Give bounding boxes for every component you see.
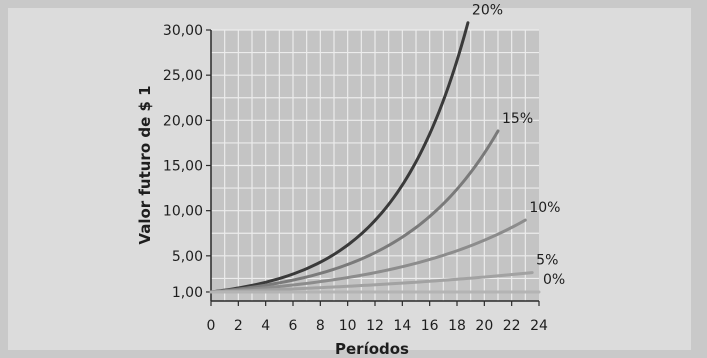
y-tick-label: 1,00 [172,285,203,301]
x-tick-label: 22 [503,318,521,334]
x-tick-label: 18 [448,318,466,334]
series-label: 10% [529,200,560,216]
y-tick-label: 20,00 [163,113,203,129]
y-tick-label: 10,00 [163,204,203,220]
axes [206,29,540,306]
series-line-15pct [209,129,500,294]
series-label: 15% [502,111,533,127]
x-tick-label: 14 [393,318,411,334]
x-tick-label: 12 [366,318,384,334]
series-line-5pct [209,271,534,294]
y-tick-label: 25,00 [163,68,203,84]
x-tick-label: 6 [289,318,298,334]
y-tick-label: 15,00 [163,159,203,175]
y-tick-label: 5,00 [172,249,203,265]
series-line-10pct [209,218,527,294]
x-tick-label: 4 [261,318,270,334]
series-label: 20% [472,3,503,19]
x-tick-label: 8 [316,318,325,334]
x-tick-labels: 0 2 4 6 8 10 12 14 16 18 20 22 24 [207,318,548,334]
x-tick-label: 20 [475,318,493,334]
series-label: 0% [543,272,565,288]
y-axis-label: Valor futuro de $ 1 [136,85,154,244]
series-line-20pct [209,21,470,294]
x-tick-label: 24 [530,318,548,334]
x-axis-label: Períodos [335,340,409,358]
y-tick-label: 30,00 [163,23,203,39]
x-tick-label: 2 [234,318,243,334]
series-label: 5% [536,253,558,269]
x-tick-label: 10 [339,318,357,334]
x-tick-label: 16 [421,318,439,334]
series-lines [209,21,541,294]
x-tick-label: 0 [207,318,216,334]
y-tick-labels: 1,00 5,00 10,00 15,00 20,00 25,00 30,00 [163,23,203,301]
series-labels: 20% 15% 10% 5% 0% [472,3,565,288]
